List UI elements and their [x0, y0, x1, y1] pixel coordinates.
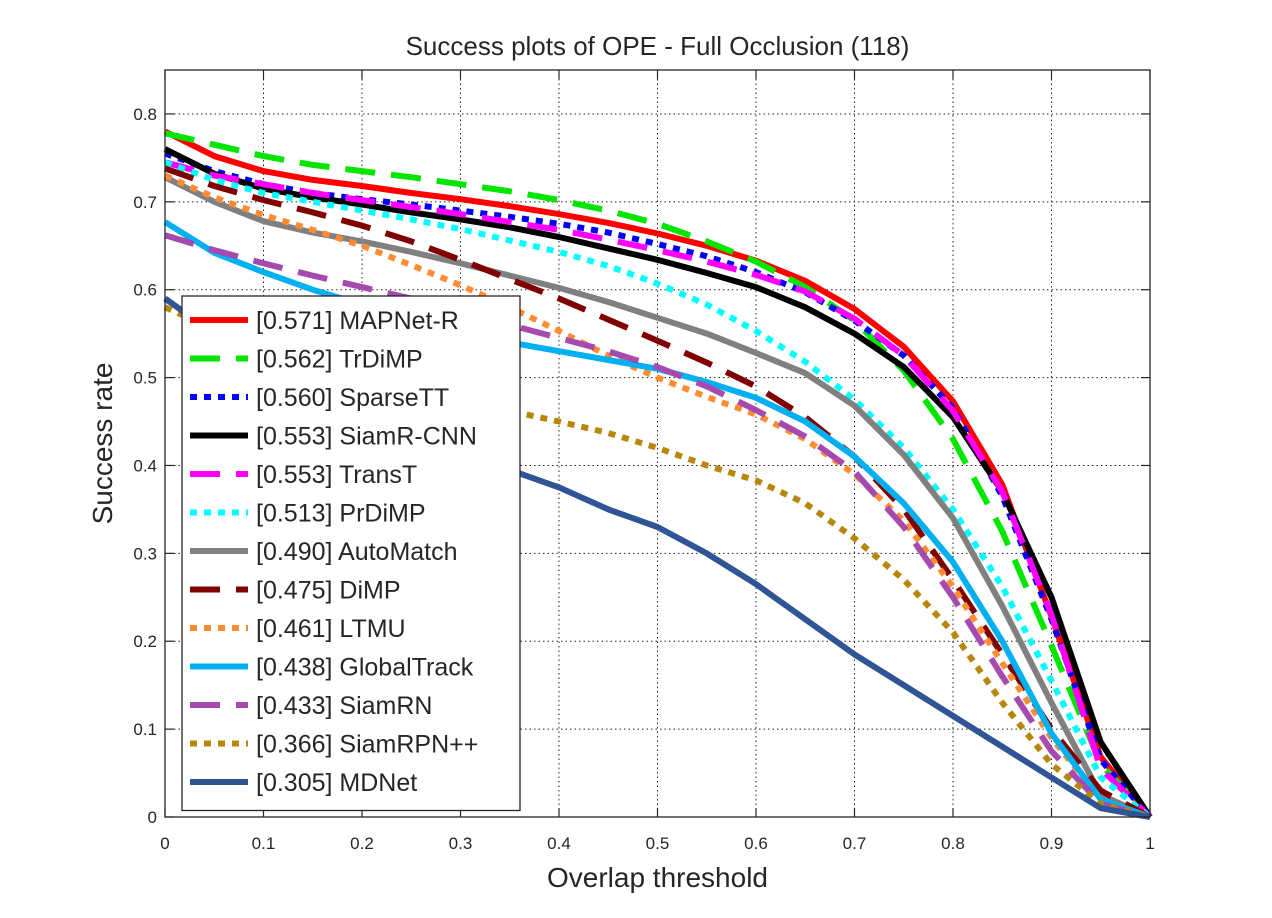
x-tick-label: 0.7	[843, 834, 867, 853]
y-axis-label: Success rate	[87, 363, 118, 525]
legend-label-1: [0.562] TrDiMP	[256, 346, 423, 374]
legend: [0.571] MAPNet-R [0.562] TrDiMP [0.560] Sp…	[181, 295, 521, 812]
x-tick-label: 0.9	[1040, 834, 1064, 853]
x-axis-label: Overlap threshold	[547, 862, 768, 893]
legend-label-0: [0.571] MAPNet-R	[256, 307, 459, 335]
legend-label-3: [0.553] SiamR-CNN	[256, 423, 477, 451]
series-line-5	[163, 159, 1152, 820]
series-line-7	[163, 165, 1152, 820]
y-tick-label: 0.8	[133, 105, 157, 124]
series-line-0	[163, 128, 1153, 819]
axis-ticks: 0 0.1 0.2 0.3 0.4 0.5 0.6 0.7 0.8 0.9 1 0 0.1 0.2 0.3 0…	[133, 70, 1155, 853]
x-tick-label: 0	[160, 834, 169, 853]
legend-label-12: [0.305] MDNet	[256, 769, 417, 797]
y-tick-label: 0.4	[133, 456, 157, 475]
legend-label-10: [0.433] SiamRN	[256, 692, 432, 720]
y-tick-label: 0.2	[133, 632, 157, 651]
x-tick-label: 0.1	[252, 834, 276, 853]
chart-title: Success plots of OPE - Full Occlusion (1…	[406, 31, 910, 61]
x-tick-label: 0.5	[646, 834, 670, 853]
legend-label-11: [0.366] SiamRPN++	[256, 731, 478, 759]
x-tick-label: 0.4	[547, 834, 571, 853]
x-tick-label: 1	[1145, 834, 1154, 853]
x-tick-label: 0.8	[941, 834, 965, 853]
y-tick-label: 0	[148, 808, 157, 827]
x-tick-label: 0.3	[449, 834, 473, 853]
series-line-8	[163, 172, 1152, 820]
y-tick-label: 0.5	[133, 369, 157, 388]
y-tick-label: 0.3	[133, 544, 157, 563]
series-lines	[163, 128, 1153, 820]
legend-label-2: [0.560] SparseTT	[256, 384, 449, 412]
y-tick-label: 0.6	[133, 281, 157, 300]
series-line-4	[164, 159, 1153, 820]
legend-label-4: [0.553] TransT	[256, 461, 417, 489]
legend-label-9: [0.438] GlobalTrack	[256, 654, 474, 682]
series-line-6	[163, 174, 1152, 820]
x-tick-label: 0.6	[744, 834, 768, 853]
legend-label-8: [0.461] LTMU	[256, 615, 406, 643]
legend-label-5: [0.513] PrDiMP	[256, 500, 426, 528]
legend-label-7: [0.475] DiMP	[256, 577, 401, 605]
series-line-3	[163, 146, 1153, 819]
y-tick-label: 0.7	[133, 193, 157, 212]
legend-label-6: [0.490] AutoMatch	[256, 538, 458, 566]
series-line-1	[164, 130, 1153, 820]
x-tick-label: 0.2	[350, 834, 374, 853]
series-line-10	[164, 232, 1151, 820]
y-tick-label: 0.1	[133, 720, 157, 739]
